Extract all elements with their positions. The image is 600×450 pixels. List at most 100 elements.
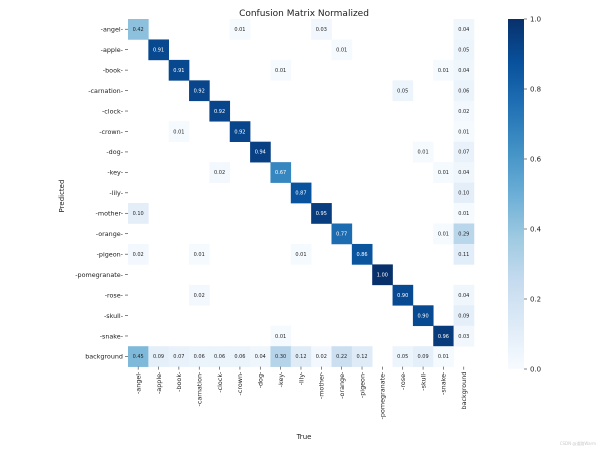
y-tick-label: -snake- xyxy=(100,332,123,340)
heatmap-cell xyxy=(148,346,169,367)
cell-value-label: 0.05 xyxy=(397,354,408,360)
cell-value-label: 0.92 xyxy=(194,88,205,94)
x-tick-label: -pigeon- xyxy=(358,372,366,398)
cell-value-label: 0.01 xyxy=(458,211,469,217)
cell-value-label: 0.87 xyxy=(295,191,306,197)
colorbar-tick-label: 0.2 xyxy=(530,295,541,303)
cell-value-label: 0.12 xyxy=(295,354,306,360)
heatmap-cell xyxy=(128,203,149,224)
cell-value-label: 0.01 xyxy=(438,232,449,238)
cell-value-label: 0.10 xyxy=(458,191,469,197)
x-tick-label: -mother- xyxy=(318,372,326,399)
heatmap-cell xyxy=(433,223,454,245)
y-tick-label: -crown- xyxy=(99,128,123,136)
heatmap-cell xyxy=(392,346,414,367)
heatmap-cell xyxy=(433,325,454,347)
y-tick-label: -book- xyxy=(103,66,123,74)
x-tick-label: -lily- xyxy=(297,372,305,386)
heatmap-cell xyxy=(392,80,414,102)
heatmap-cell xyxy=(453,39,475,61)
y-tick-label: -key- xyxy=(107,169,123,177)
cell-value-label: 0.01 xyxy=(458,129,469,135)
heatmap-cell xyxy=(453,121,475,142)
cell-value-label: 0.01 xyxy=(295,252,306,258)
colorbar-tick-label: 0.6 xyxy=(530,155,542,163)
heatmap-cell xyxy=(453,19,475,40)
cell-value-label: 0.45 xyxy=(133,354,144,360)
cell-value-label: 0.04 xyxy=(458,293,469,299)
cell-value-label: 0.01 xyxy=(194,252,205,258)
cell-value-label: 0.10 xyxy=(133,211,144,217)
colorbar-tick-label: 0.0 xyxy=(530,365,541,373)
x-tick-label: -angel- xyxy=(134,372,142,394)
heatmap-cell xyxy=(453,284,475,306)
cell-value-label: 0.02 xyxy=(133,252,144,258)
x-tick-label: -crown- xyxy=(236,372,244,396)
cell-value-label: 0.05 xyxy=(397,88,408,94)
heatmap-cell xyxy=(331,39,353,61)
cell-value-label: 0.91 xyxy=(173,68,184,74)
heatmap-cell xyxy=(189,243,210,265)
x-tick-label: background xyxy=(460,372,468,410)
cell-value-label: 0.90 xyxy=(397,293,408,299)
heatmap-cell xyxy=(433,346,454,367)
y-tick-label: -pigeon- xyxy=(97,250,123,258)
cell-value-label: 0.29 xyxy=(458,232,469,238)
heatmap-cell xyxy=(372,264,393,286)
heatmap-cell xyxy=(433,59,454,81)
heatmap-cell xyxy=(290,182,312,204)
heatmap-cell xyxy=(270,346,292,367)
cell-value-label: 0.77 xyxy=(336,232,347,238)
heatmap-cell xyxy=(453,80,475,102)
cell-value-label: 0.91 xyxy=(153,47,164,53)
cell-value-label: 0.04 xyxy=(255,354,266,360)
heatmap-cell xyxy=(453,325,475,347)
x-tick-label: -carnation- xyxy=(196,372,204,407)
cell-value-label: 0.67 xyxy=(275,170,286,176)
x-tick-label: -skull- xyxy=(419,372,427,391)
heatmap-cell xyxy=(189,284,210,306)
heatmap-cell xyxy=(351,346,373,367)
cell-value-label: 1.00 xyxy=(377,272,388,278)
x-tick-label: -dog- xyxy=(257,372,265,389)
heatmap-cell xyxy=(148,39,169,61)
chart-title: Confusion Matrix Normalized xyxy=(239,9,369,19)
colorbar-tick-label: 1.0 xyxy=(530,15,541,23)
heatmap-cell xyxy=(250,141,271,163)
heatmap-cell xyxy=(392,284,414,306)
y-axis-label: Predicted xyxy=(58,180,66,213)
y-tick-label: -rose- xyxy=(105,291,123,299)
cell-value-label: 0.30 xyxy=(275,354,286,360)
y-tick-label: -orange- xyxy=(96,230,123,238)
y-tick-label: -angel- xyxy=(101,26,123,34)
cell-value-label: 0.02 xyxy=(458,109,469,115)
heatmap-cell xyxy=(270,325,292,347)
x-tick-label: -rose- xyxy=(399,372,407,390)
heatmap-cell xyxy=(168,346,190,367)
cell-value-label: 0.94 xyxy=(255,150,266,156)
cell-value-label: 0.02 xyxy=(214,170,225,176)
colorbar-ticks: 0.0 0.2 0.4 0.6 0.8 1.0 xyxy=(524,15,542,373)
cell-value-label: 0.02 xyxy=(194,293,205,299)
cell-value-label: 0.01 xyxy=(438,68,449,74)
x-tick-label: -apple- xyxy=(155,372,163,394)
heatmap-cell xyxy=(453,100,475,122)
heatmap-cell xyxy=(412,141,434,163)
cell-value-label: 0.86 xyxy=(356,252,367,258)
heatmap-cell xyxy=(453,182,475,204)
x-axis-ticks: -angel- -apple- -book- -carnation- -clock- -c… xyxy=(134,366,468,419)
cell-value-label: 0.01 xyxy=(438,170,449,176)
y-tick-label: -skull- xyxy=(104,312,123,320)
y-tick-label: -apple- xyxy=(101,46,123,54)
heatmap-cell xyxy=(453,223,475,245)
heatmap-cell xyxy=(209,346,231,367)
x-axis-label: True xyxy=(296,433,312,441)
heatmap-cell xyxy=(311,346,332,367)
heatmap-cell xyxy=(168,59,190,81)
heatmap-cell xyxy=(229,19,251,40)
cell-value-label: 0.01 xyxy=(418,150,429,156)
heatmap-cell xyxy=(412,305,434,327)
cell-value-label: 0.03 xyxy=(458,334,469,340)
heatmap-cell xyxy=(453,162,475,183)
